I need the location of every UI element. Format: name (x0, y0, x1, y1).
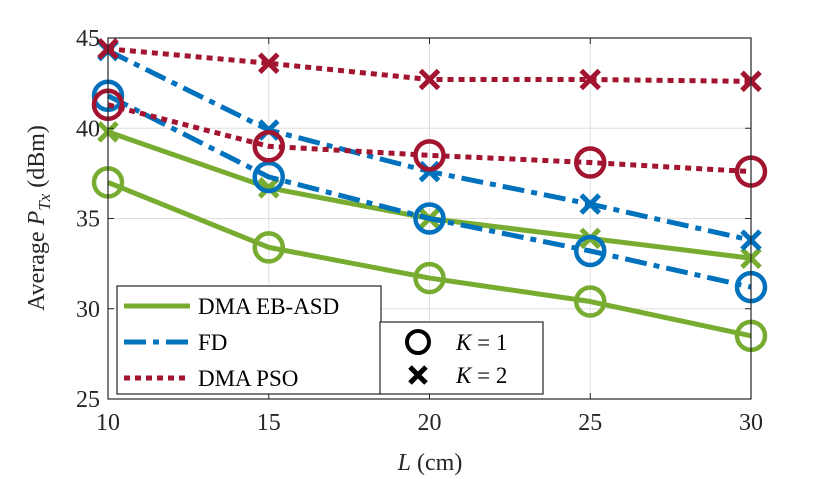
ticks: 10 15 20 25 30 25 30 35 40 45 (76, 26, 763, 436)
x-tick-label: 20 (418, 410, 442, 436)
data-point-circle (252, 130, 285, 163)
series-line (106, 93, 752, 290)
legend-label: DMA PSO (198, 366, 298, 391)
legend-marker-label: K = 1 (455, 330, 507, 355)
series-line (107, 180, 752, 339)
x-axis-label-var: L (397, 450, 411, 476)
data-point-x (579, 68, 602, 91)
series-dma-pso-k2 (97, 38, 762, 93)
x-tick-label: 15 (257, 410, 281, 436)
y-axis-label-unit: (dBm) (24, 125, 50, 194)
series-layer (91, 38, 768, 353)
x-tick-label: 25 (578, 410, 602, 436)
legend-circle-icon (405, 329, 431, 355)
data-point-circle (574, 234, 607, 268)
legend-markers: K = 1K = 2 (379, 321, 544, 395)
x-axis-label-unit: (cm) (411, 450, 462, 476)
data-point-circle (413, 139, 446, 172)
y-axis-label-prefix: Average (24, 225, 50, 311)
y-tick-label: 30 (76, 297, 100, 323)
data-point-x (257, 52, 280, 75)
legend-marker-eq: = 1 (471, 330, 507, 355)
legend-marker-var: K (455, 363, 473, 388)
series-line (107, 102, 752, 175)
y-tick-label: 40 (76, 116, 100, 142)
legend-label: DMA EB-ASD (198, 294, 339, 319)
data-point-circle (574, 285, 607, 318)
x-tick-label: 10 (96, 410, 120, 436)
data-point-x (579, 193, 602, 215)
data-point-circle (413, 202, 446, 235)
y-tick-label: 45 (76, 26, 100, 52)
legend-marker-var: K (455, 330, 473, 355)
y-tick-label: 25 (76, 387, 100, 413)
data-point-circle (252, 231, 285, 264)
legend-cross-icon (408, 365, 428, 385)
data-point-x (418, 68, 441, 91)
y-tick-label: 35 (76, 207, 100, 233)
legend-marker-label: K = 2 (455, 363, 507, 388)
legend-markers-box (379, 321, 544, 395)
legend-label: FD (198, 330, 227, 355)
legend-methods: DMA EB-ASD FD DMA PSO (116, 285, 382, 395)
y-axis-label-sub: Tx (35, 193, 54, 210)
y-axis-label-var: P (24, 210, 50, 226)
data-point-circle (574, 146, 607, 179)
legend-marker-eq: = 2 (471, 363, 507, 388)
x-axis-label: L (cm) (397, 450, 463, 476)
data-point-circle (413, 261, 446, 295)
y-axis-label: Average PTx (dBm) (24, 125, 54, 311)
data-point-x (257, 177, 280, 199)
data-point-circle (252, 160, 285, 194)
x-tick-label: 30 (739, 410, 763, 436)
